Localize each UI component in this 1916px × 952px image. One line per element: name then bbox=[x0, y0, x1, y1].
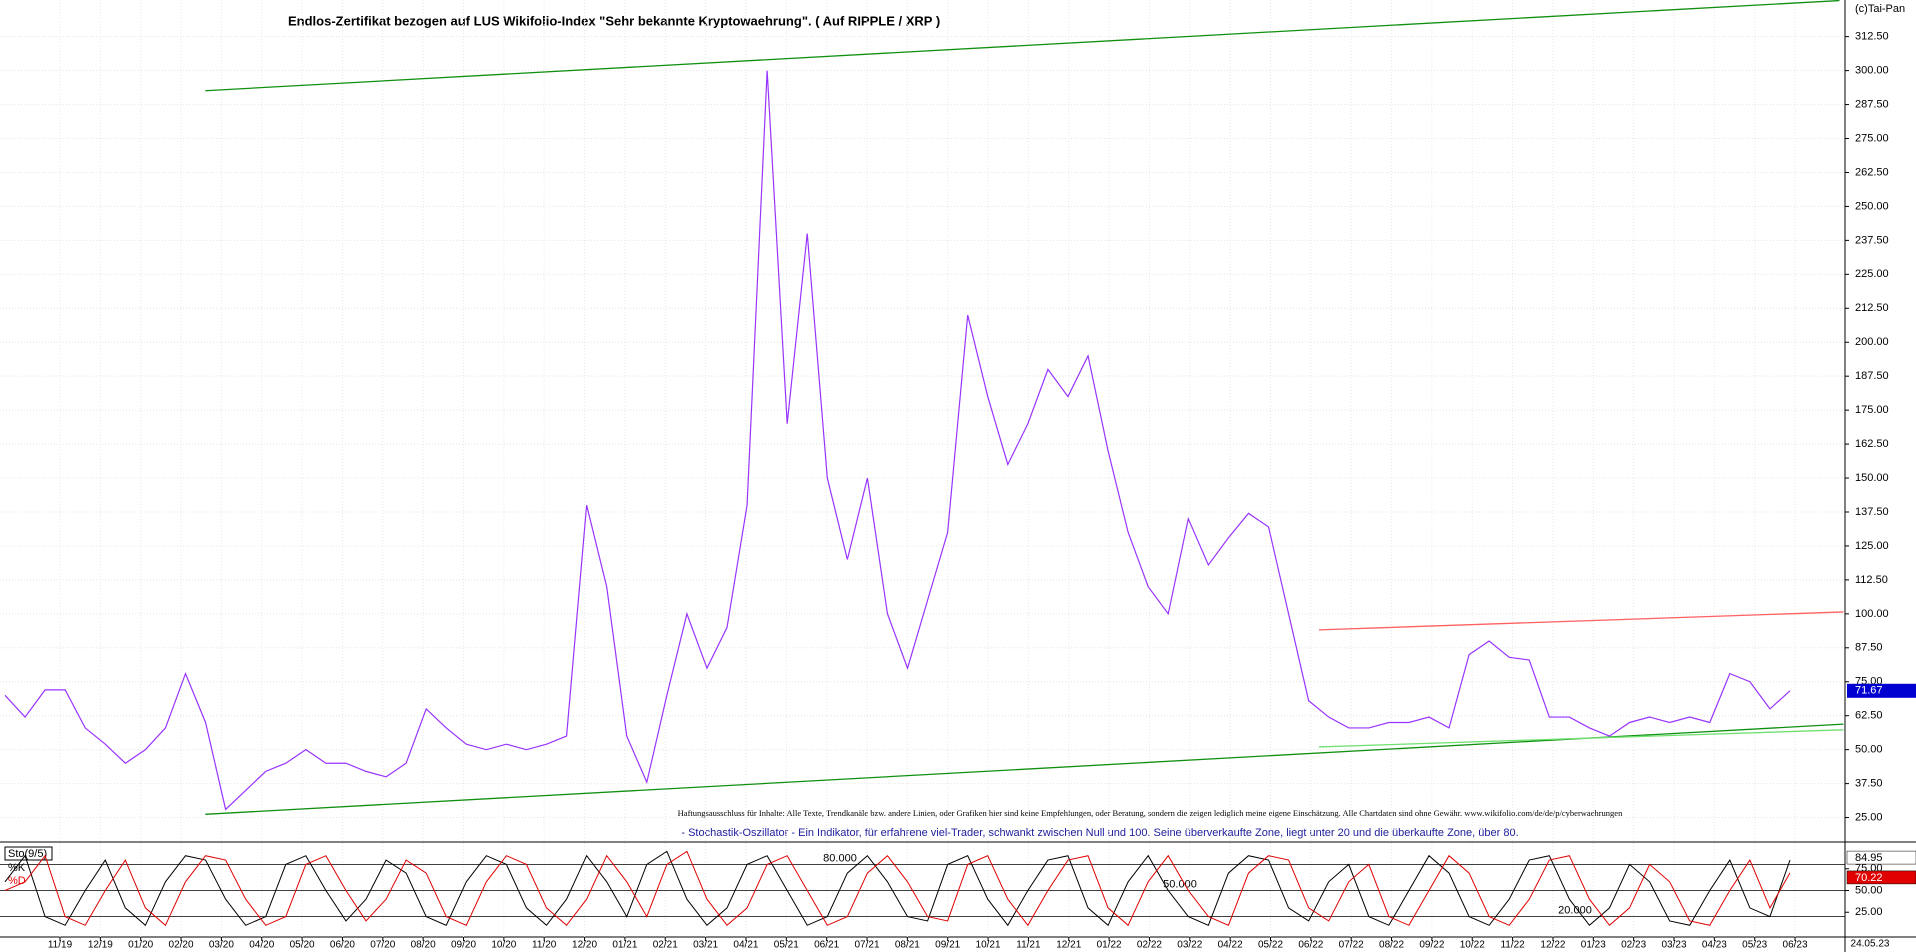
x-tick-label: 03/23 bbox=[1661, 940, 1686, 951]
x-tick-label: 02/23 bbox=[1621, 940, 1646, 951]
x-tick-label: 04/23 bbox=[1702, 940, 1727, 951]
y-tick-label: 50.00 bbox=[1855, 744, 1883, 756]
y-tick-label: 262.50 bbox=[1855, 166, 1889, 178]
x-tick-label: 06/22 bbox=[1298, 940, 1323, 951]
x-tick-label: 08/22 bbox=[1379, 940, 1404, 951]
x-tick-label: 04/21 bbox=[733, 940, 758, 951]
x-tick-label: 06/23 bbox=[1783, 940, 1808, 951]
x-tick-label: 07/21 bbox=[854, 940, 879, 951]
last-value-label: 71.67 bbox=[1855, 685, 1883, 697]
last-value-label: 70.22 bbox=[1855, 872, 1883, 884]
last-value-box bbox=[1846, 850, 1916, 865]
x-tick-label: 07/22 bbox=[1339, 940, 1364, 951]
y-tick-label: 25.00 bbox=[1855, 811, 1883, 823]
y-tick-label: 212.50 bbox=[1855, 302, 1889, 314]
y-tick-label: 300.00 bbox=[1855, 65, 1889, 77]
x-tick-label: 02/22 bbox=[1137, 940, 1162, 951]
x-tick-label: 03/22 bbox=[1177, 940, 1202, 951]
stochastic-line bbox=[4, 850, 1791, 927]
x-tick-label: 05/21 bbox=[774, 940, 799, 951]
disclaimer: Haftungsausschluss für Inhalte: Alle Tex… bbox=[678, 808, 1623, 818]
x-tick-label: 04/20 bbox=[249, 940, 274, 951]
indicator-box bbox=[4, 846, 53, 861]
x-tick-label: 05/22 bbox=[1258, 940, 1283, 951]
y-tick-label: 87.50 bbox=[1855, 642, 1883, 654]
chart-title: Endlos-Zertifikat bezogen auf LUS Wikifo… bbox=[288, 13, 940, 28]
x-tick-label: 11/19 bbox=[48, 940, 73, 951]
y-tick-label: 287.50 bbox=[1855, 98, 1889, 110]
x-tick-label: 09/20 bbox=[451, 940, 476, 951]
y-tick-label: 250.00 bbox=[1855, 200, 1889, 212]
last-value-label: 84.95 bbox=[1855, 852, 1883, 864]
y-tick-label: 100.00 bbox=[1855, 608, 1889, 620]
x-tick-label: 04/22 bbox=[1218, 940, 1243, 951]
price-line bbox=[4, 70, 1791, 811]
y-tick-label: 162.50 bbox=[1855, 438, 1889, 450]
date-label: 24.05.23 bbox=[1851, 939, 1890, 950]
y-tick-label: 150.00 bbox=[1855, 472, 1889, 484]
description: - Stochastik-Oszillator - Ein Indikator,… bbox=[681, 827, 1518, 839]
x-tick-label: 10/22 bbox=[1460, 940, 1485, 951]
y-tick-label: 62.50 bbox=[1855, 710, 1883, 722]
x-tick-label: 11/22 bbox=[1500, 940, 1525, 951]
x-tick-label: 10/20 bbox=[491, 940, 516, 951]
x-tick-label: 12/22 bbox=[1540, 940, 1565, 951]
y-tick-label: 25.00 bbox=[1855, 906, 1883, 918]
trendline bbox=[205, 0, 1840, 92]
y-tick-label: 137.50 bbox=[1855, 506, 1889, 518]
y-tick-label: 200.00 bbox=[1855, 336, 1889, 348]
indicator-title: Sto(9/5) bbox=[8, 848, 47, 860]
x-tick-label: 09/22 bbox=[1419, 940, 1444, 951]
x-tick-label: 01/20 bbox=[128, 940, 153, 951]
last-value-box bbox=[1847, 683, 1916, 698]
legend-k: %K bbox=[8, 862, 26, 874]
y-tick-label: 125.00 bbox=[1855, 540, 1889, 552]
x-tick-label: 12/19 bbox=[88, 940, 113, 951]
x-tick-label: 02/21 bbox=[653, 940, 678, 951]
x-tick-label: 01/22 bbox=[1097, 940, 1122, 951]
y-tick-label: 237.50 bbox=[1855, 234, 1889, 246]
y-tick-label: 112.50 bbox=[1855, 574, 1888, 586]
x-tick-label: 06/21 bbox=[814, 940, 839, 951]
copyright: (c)Tai-Pan bbox=[1855, 3, 1905, 15]
x-tick-label: 01/21 bbox=[612, 940, 637, 951]
level-label: 50.000 bbox=[1163, 878, 1197, 890]
x-tick-label: 05/23 bbox=[1742, 940, 1767, 951]
x-tick-label: 02/20 bbox=[169, 940, 194, 951]
y-tick-label: 187.50 bbox=[1855, 370, 1889, 382]
x-tick-label: 10/21 bbox=[976, 940, 1001, 951]
y-tick-label: 275.00 bbox=[1855, 132, 1889, 144]
x-tick-label: 08/21 bbox=[895, 940, 920, 951]
x-tick-label: 12/21 bbox=[1056, 940, 1081, 951]
trendline bbox=[1318, 611, 1844, 631]
x-tick-label: 03/21 bbox=[693, 940, 718, 951]
x-tick-label: 07/20 bbox=[370, 940, 395, 951]
x-tick-label: 06/20 bbox=[330, 940, 355, 951]
trendline bbox=[1318, 729, 1844, 748]
y-tick-label: 312.50 bbox=[1855, 31, 1889, 43]
x-tick-label: 01/23 bbox=[1581, 940, 1606, 951]
level-label: 20.000 bbox=[1558, 905, 1592, 917]
last-value-box bbox=[1846, 870, 1916, 885]
x-tick-label: 03/20 bbox=[209, 940, 234, 951]
y-tick-label: 225.00 bbox=[1855, 268, 1889, 280]
level-label: 80.000 bbox=[823, 852, 857, 864]
stochastic-line bbox=[4, 850, 1791, 927]
x-tick-label: 09/21 bbox=[935, 940, 960, 951]
x-tick-label: 12/20 bbox=[572, 940, 597, 951]
x-tick-label: 11/20 bbox=[532, 940, 557, 951]
x-tick-label: 08/20 bbox=[411, 940, 436, 951]
y-tick-label: 37.50 bbox=[1855, 778, 1883, 790]
y-tick-label: 175.00 bbox=[1855, 404, 1889, 416]
y-tick-label: 50.00 bbox=[1855, 884, 1883, 896]
x-tick-label: 11/21 bbox=[1016, 940, 1041, 951]
x-tick-label: 05/20 bbox=[290, 940, 315, 951]
